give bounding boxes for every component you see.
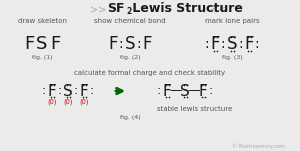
Text: 2: 2: [126, 7, 131, 16]
Text: S: S: [36, 35, 48, 53]
Text: F: F: [244, 35, 254, 53]
Text: (0): (0): [47, 99, 57, 105]
Text: F: F: [48, 84, 56, 98]
Text: S: S: [125, 35, 135, 53]
Text: F: F: [199, 84, 207, 98]
Text: mark lone pairs: mark lone pairs: [205, 18, 259, 24]
Text: :: :: [137, 37, 141, 51]
Text: :: :: [255, 37, 259, 51]
Text: :: :: [42, 85, 46, 98]
Text: draw skeleton: draw skeleton: [17, 18, 67, 24]
Text: F: F: [50, 35, 60, 53]
Text: :: :: [209, 85, 213, 98]
Text: :: :: [119, 37, 123, 51]
Text: S: S: [180, 84, 190, 98]
Text: :: :: [90, 85, 94, 98]
Text: S: S: [227, 35, 237, 53]
Text: S: S: [63, 84, 73, 98]
Text: © Rootmemory.com: © Rootmemory.com: [232, 143, 284, 149]
Text: fig. (3): fig. (3): [222, 56, 242, 61]
Text: F: F: [80, 84, 88, 98]
Text: F: F: [163, 84, 171, 98]
Text: <<: <<: [210, 4, 226, 14]
Text: F: F: [142, 35, 152, 53]
Text: :: :: [58, 85, 62, 98]
Text: show chemical bond: show chemical bond: [94, 18, 166, 24]
Text: calculate formal charge and check stability: calculate formal charge and check stabil…: [74, 70, 226, 76]
Text: fig. (4): fig. (4): [120, 116, 140, 120]
Text: fig. (2): fig. (2): [120, 56, 140, 61]
Text: fig. (1): fig. (1): [32, 56, 52, 61]
Text: —: —: [188, 85, 200, 98]
Text: (0): (0): [79, 99, 89, 105]
Text: F: F: [210, 35, 220, 53]
Text: :: :: [239, 37, 243, 51]
Text: >>: >>: [90, 4, 106, 14]
Text: :: :: [205, 37, 209, 51]
Text: SF: SF: [107, 3, 125, 16]
Text: :: :: [157, 85, 161, 98]
Text: (0): (0): [63, 99, 73, 105]
Text: F: F: [24, 35, 34, 53]
Text: F: F: [108, 35, 118, 53]
Text: :: :: [221, 37, 225, 51]
Text: Lewis Structure: Lewis Structure: [128, 3, 243, 16]
Text: —: —: [170, 85, 182, 98]
Text: stable lewis structure: stable lewis structure: [158, 106, 232, 112]
Text: :: :: [74, 85, 78, 98]
